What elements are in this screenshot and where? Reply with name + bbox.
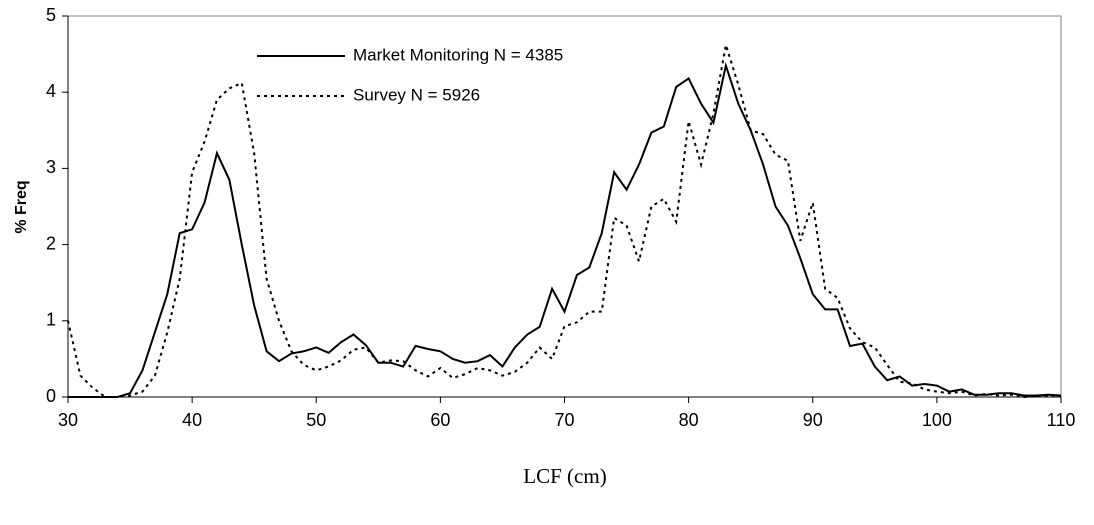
y-axis-label: % Freq <box>13 180 30 233</box>
x-tick-label: 90 <box>803 410 823 430</box>
x-tick-label: 30 <box>58 410 78 430</box>
x-tick-label: 100 <box>922 410 952 430</box>
x-tick-label: 110 <box>1047 410 1076 430</box>
x-axis-label: LCF (cm) <box>523 464 606 488</box>
x-tick-label: 60 <box>430 410 450 430</box>
y-tick-label: 1 <box>46 310 56 330</box>
line-series <box>67 44 1062 399</box>
line-series <box>68 61 1062 398</box>
legend-label: Survey N = 5926 <box>353 85 480 104</box>
x-tick-label: 80 <box>679 410 699 430</box>
y-tick-label: 3 <box>46 157 56 177</box>
y-tick-label: 5 <box>46 5 56 25</box>
plot-frame <box>67 15 1062 398</box>
y-tick-label: 0 <box>46 386 56 406</box>
x-tick-label: 40 <box>182 410 202 430</box>
legend-label: Market Monitoring N = 4385 <box>353 45 563 64</box>
x-tick-label: 70 <box>554 410 574 430</box>
y-tick-label: 2 <box>46 233 56 253</box>
x-tick-label: 50 <box>306 410 326 430</box>
y-tick-label: 4 <box>46 81 56 101</box>
